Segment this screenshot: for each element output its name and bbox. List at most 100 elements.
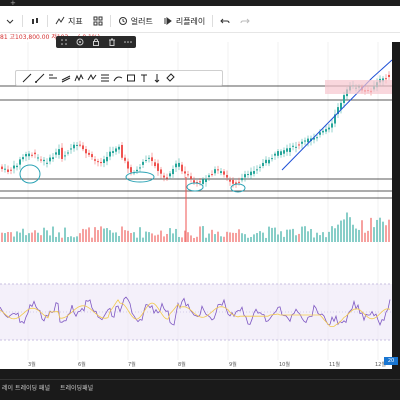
time-axis-label: 9월 xyxy=(229,362,237,368)
trend-line-extension[interactable] xyxy=(371,59,393,79)
volume-bar xyxy=(223,236,225,242)
indicators-button[interactable]: 지표 xyxy=(50,12,88,30)
candle-body xyxy=(52,157,54,160)
drag-handle-icon[interactable] xyxy=(59,37,69,47)
replay-label: 리플레이 xyxy=(175,16,206,26)
volume-bar xyxy=(187,232,189,242)
candle-body xyxy=(193,180,195,183)
annotation-circle[interactable] xyxy=(125,171,155,183)
ray-tool-icon[interactable] xyxy=(35,73,45,83)
fib-tool-icon[interactable] xyxy=(100,73,110,83)
chart-area[interactable] xyxy=(0,42,400,369)
volume-bar xyxy=(136,237,138,242)
text-tool-icon[interactable] xyxy=(139,73,149,83)
undo-button[interactable] xyxy=(215,12,235,30)
volume-bars xyxy=(1,212,390,242)
channel-tool-icon[interactable] xyxy=(61,73,71,83)
candle-body xyxy=(388,74,390,78)
bottom-divider xyxy=(0,369,400,380)
volume-bar xyxy=(382,221,384,242)
volume-bar xyxy=(109,230,111,242)
volume-bar xyxy=(214,234,216,242)
candle-body xyxy=(211,174,213,176)
candle-body xyxy=(103,159,105,164)
volume-bar xyxy=(229,232,231,242)
candle-body xyxy=(175,163,177,168)
volume-bar xyxy=(361,220,363,242)
trend-line-tool-icon[interactable] xyxy=(22,73,32,83)
bottom-tab[interactable]: 레이 트레이딩 패널 xyxy=(2,385,50,392)
candle-body xyxy=(13,165,15,169)
candle-body xyxy=(313,137,315,140)
layouts-button[interactable] xyxy=(88,12,108,30)
horizontal-levels[interactable] xyxy=(0,85,392,199)
settings-icon[interactable] xyxy=(75,37,85,47)
candle-body xyxy=(247,174,249,176)
brush-tool-icon[interactable] xyxy=(113,73,123,83)
volume-bar xyxy=(181,237,183,242)
volume-bar xyxy=(178,236,180,242)
add-tab-button[interactable]: + xyxy=(10,0,16,7)
price-scale[interactable] xyxy=(392,42,400,369)
volume-bar xyxy=(103,228,105,242)
candle-body xyxy=(169,173,171,177)
alarm-icon xyxy=(118,17,127,25)
volume-bar xyxy=(13,236,15,242)
volume-bar xyxy=(19,232,21,242)
candle-body xyxy=(118,146,120,150)
candle-body xyxy=(55,152,57,155)
annotation-circle[interactable] xyxy=(186,182,204,192)
elliott-tool-icon[interactable] xyxy=(87,73,97,83)
candle-body xyxy=(385,78,387,80)
price-chart[interactable] xyxy=(0,42,400,369)
redo-button[interactable] xyxy=(235,12,255,30)
measure-tool-icon[interactable] xyxy=(152,73,162,83)
candle-body xyxy=(253,171,255,174)
volume-bar xyxy=(163,236,165,242)
volume-bar xyxy=(46,230,48,242)
candle-body xyxy=(298,144,300,146)
volume-bar xyxy=(40,235,42,242)
volume-bar xyxy=(232,232,234,242)
volume-bar xyxy=(265,237,267,242)
volume-bar xyxy=(277,234,279,242)
chart-type-button[interactable] xyxy=(25,12,45,30)
candle-body xyxy=(64,155,66,157)
volume-bar xyxy=(145,231,147,242)
candle-body xyxy=(265,159,267,164)
chevron-down-icon xyxy=(6,19,14,24)
timeframe-menu[interactable] xyxy=(0,12,20,30)
bottom-tab[interactable]: 트레이딩패널 xyxy=(59,385,94,392)
alert-button[interactable]: 얼러트 xyxy=(113,12,158,30)
volume-bar xyxy=(82,228,84,242)
candle-body xyxy=(277,151,279,156)
volume-bar xyxy=(307,231,309,242)
rectangle-tool-icon[interactable] xyxy=(126,73,136,83)
candle-body xyxy=(343,95,345,104)
horizontal-line-tool-icon[interactable] xyxy=(48,73,58,83)
candle-body xyxy=(136,169,138,172)
volume-bar xyxy=(331,226,333,242)
annotation-circle[interactable] xyxy=(19,164,41,184)
time-axis[interactable]: 3월 6월 7월 8월 9월 10월 11월 12월 xyxy=(0,360,400,369)
resistance-zone[interactable] xyxy=(325,80,392,94)
candle-body xyxy=(67,152,69,154)
annotation-circle[interactable] xyxy=(230,183,246,193)
candle-body xyxy=(328,127,330,130)
volume-bar xyxy=(16,231,18,242)
candle-body xyxy=(283,150,285,154)
volume-bar xyxy=(190,235,192,242)
volume-bar xyxy=(244,234,246,242)
time-axis-label: 6월 xyxy=(78,362,86,368)
replay-button[interactable]: 리플레이 xyxy=(158,12,210,30)
more-icon[interactable] xyxy=(123,37,133,47)
trash-icon[interactable] xyxy=(107,37,117,47)
volume-bar xyxy=(130,232,132,242)
candle-body xyxy=(340,102,342,110)
candle-body xyxy=(154,162,156,167)
zigzag-tool-icon[interactable] xyxy=(74,73,84,83)
eraser-tool-icon[interactable] xyxy=(165,73,175,83)
lock-icon[interactable] xyxy=(91,37,101,47)
volume-bar xyxy=(139,227,141,242)
volume-bar xyxy=(61,237,63,242)
